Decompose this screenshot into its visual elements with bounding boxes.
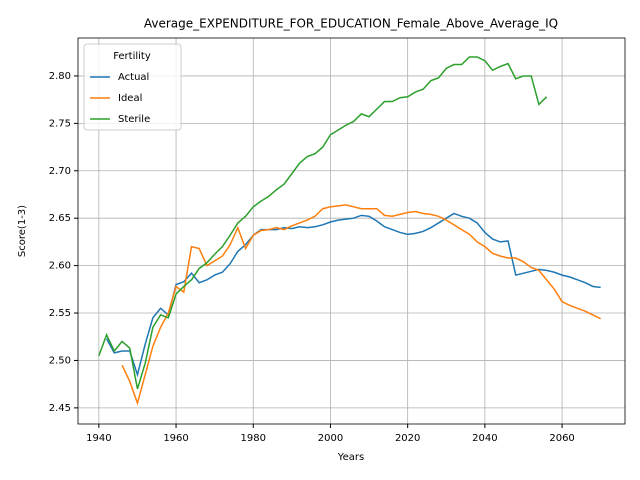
x-tick-label: 2000 — [318, 433, 343, 444]
legend-box — [83, 43, 182, 131]
y-tick-label: 2.60 — [49, 261, 71, 272]
legend-title: Fertility — [113, 51, 151, 62]
y-tick-label: 2.55 — [49, 308, 71, 319]
x-tick-label: 2060 — [549, 433, 574, 444]
y-tick-label: 2.80 — [49, 71, 71, 82]
y-tick-label: 2.65 — [49, 213, 71, 224]
x-tick-label: 2040 — [472, 433, 497, 444]
chart-title: Average_EXPENDITURE_FOR_EDUCATION_Female… — [144, 17, 558, 31]
y-axis-label: Score(1-3) — [17, 205, 28, 257]
x-tick-label: 1940 — [86, 433, 111, 444]
legend-label: Sterile — [118, 114, 150, 125]
y-tick-label: 2.70 — [49, 166, 71, 177]
y-tick-label: 2.45 — [49, 403, 71, 414]
x-tick-label: 2020 — [395, 433, 420, 444]
legend: Fertility Actual Ideal Sterile — [83, 43, 182, 131]
series-line — [105, 212, 601, 378]
x-tick-label: 1960 — [163, 433, 188, 444]
series-line — [98, 56, 548, 390]
x-axis-label: Years — [337, 452, 364, 463]
legend-label: Actual — [118, 72, 149, 83]
plot-frame — [77, 37, 626, 425]
y-tick-label: 2.50 — [49, 355, 71, 366]
series-line — [121, 204, 602, 406]
legend-label: Ideal — [118, 93, 142, 104]
x-tick-label: 1980 — [241, 433, 266, 444]
y-tick-label: 2.75 — [49, 118, 71, 129]
